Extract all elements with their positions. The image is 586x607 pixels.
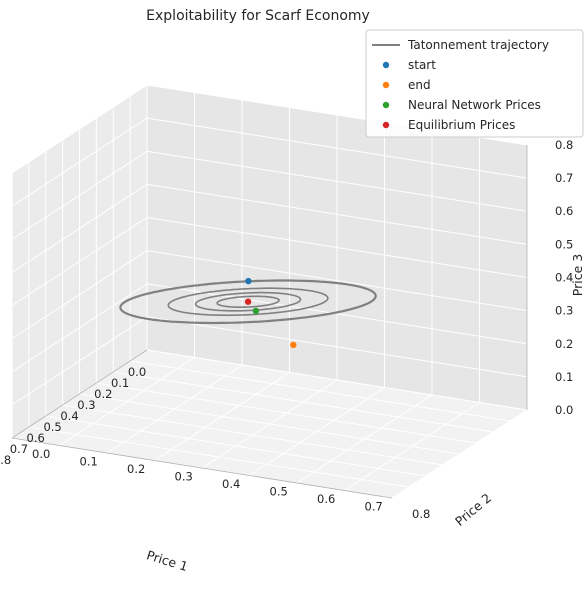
z-tick-label: 0.2 bbox=[555, 337, 573, 351]
legend-dot-marker bbox=[382, 81, 390, 89]
grid-line bbox=[249, 387, 385, 476]
z-tick-label: 0.1 bbox=[555, 370, 573, 384]
grid-lines bbox=[11, 84, 528, 499]
z-tick-label: 0.4 bbox=[555, 271, 573, 285]
legend-item-tatonnement-trajectory: Tatonnement trajectory bbox=[407, 38, 549, 52]
y-tick-label: 0.6 bbox=[317, 492, 335, 506]
grid-line bbox=[146, 217, 528, 278]
trajectory-loop bbox=[216, 295, 280, 309]
x-axis-label: Price 1 bbox=[145, 547, 190, 574]
y-tick-label: 0.1 bbox=[80, 455, 98, 469]
grid-line bbox=[11, 84, 148, 174]
z-tick-label: 0.7 bbox=[555, 171, 573, 185]
z-tick-label: 0.3 bbox=[555, 304, 573, 318]
grid-line bbox=[11, 217, 148, 306]
legend-item-end: end bbox=[408, 78, 431, 92]
legend-dot-marker bbox=[382, 101, 390, 109]
z-tick-label: 0.6 bbox=[555, 204, 573, 218]
grid-line bbox=[11, 117, 148, 207]
axis-line bbox=[11, 437, 393, 499]
z-tick-label: 0.5 bbox=[555, 237, 573, 251]
legend: Tatonnement trajectory start end Neural Net… bbox=[365, 29, 584, 138]
trajectory-loop bbox=[119, 279, 377, 325]
z-tick-label: 0.0 bbox=[555, 403, 573, 417]
x-tick-label: 0.4 bbox=[60, 409, 78, 423]
y-tick-label: 0.7 bbox=[365, 500, 383, 514]
y-tick-label: 0.4 bbox=[222, 477, 240, 491]
start-point bbox=[245, 277, 252, 285]
grid-line bbox=[146, 183, 528, 245]
grid-line bbox=[11, 183, 148, 273]
x-tick-label: 0.3 bbox=[77, 398, 95, 412]
series-layer bbox=[119, 279, 377, 325]
grid-line bbox=[28, 426, 409, 488]
z-axis-label: Price 3 bbox=[570, 254, 585, 296]
grid-line bbox=[344, 402, 480, 491]
grid-line bbox=[146, 117, 528, 179]
axis-lines bbox=[11, 145, 528, 499]
grid-line bbox=[45, 415, 426, 477]
legend-dot-marker bbox=[382, 61, 390, 69]
x-tick-label: 0.6 bbox=[27, 431, 45, 445]
y-tick-label: 0.2 bbox=[127, 462, 145, 476]
trajectory-loop bbox=[194, 291, 302, 312]
legend-item-start: start bbox=[408, 58, 436, 72]
legend-item-neural-network-prices: Neural Network Prices bbox=[408, 98, 541, 112]
grid-line bbox=[201, 379, 338, 469]
equilibrium-prices-point bbox=[244, 298, 252, 305]
legend-item-equilibrium-prices: Equilibrium Prices bbox=[408, 118, 515, 132]
x-tick-label: 0.8 bbox=[0, 453, 11, 467]
x-tick-label: 0.7 bbox=[10, 442, 28, 456]
grid-line bbox=[296, 394, 433, 484]
x-tick-label: 0.1 bbox=[111, 376, 129, 390]
x-tick-label: 0.2 bbox=[94, 387, 112, 401]
axis-line bbox=[11, 349, 148, 439]
end-point bbox=[290, 341, 297, 349]
y-axis-label: Price 2 bbox=[452, 490, 494, 529]
x-tick-label: 0.5 bbox=[43, 420, 61, 434]
grid-line bbox=[391, 409, 528, 499]
y-tick-label: 0.3 bbox=[175, 470, 193, 484]
z-tick-label: 0.8 bbox=[555, 138, 573, 152]
grid-line bbox=[62, 404, 443, 466]
points-layer bbox=[244, 277, 297, 349]
chart-title: Exploitability for Scarf Economy bbox=[146, 8, 370, 24]
grid-line bbox=[146, 150, 528, 212]
legend-dot-marker bbox=[382, 121, 390, 129]
tick-labels: 0.00.10.20.30.40.50.60.70.80.00.10.20.30… bbox=[0, 138, 573, 521]
grid-line bbox=[11, 150, 148, 240]
x-tick-label: 0.0 bbox=[128, 365, 146, 379]
y-tick-label: 0.8 bbox=[412, 507, 430, 521]
legend-frame bbox=[365, 29, 584, 138]
trajectory-loop bbox=[167, 287, 329, 317]
neural-network-prices-point bbox=[252, 307, 260, 315]
y-tick-label: 0.5 bbox=[270, 485, 288, 499]
y-tick-label: 0.0 bbox=[32, 447, 50, 461]
